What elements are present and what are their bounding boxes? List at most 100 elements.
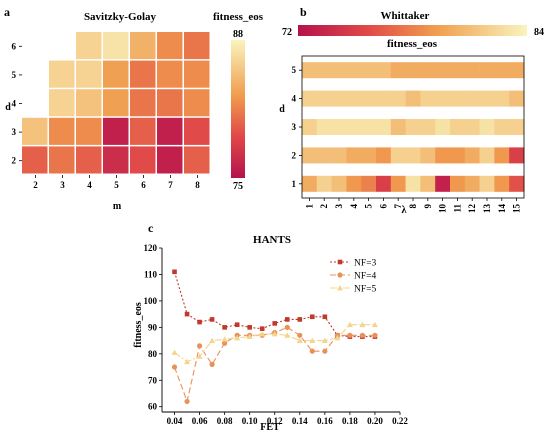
a-xtick-label: 7 bbox=[168, 180, 173, 190]
a-ytick-label: 4 bbox=[12, 99, 17, 109]
cell-b-d5-l10 bbox=[435, 62, 451, 79]
cell-a-d2-m6 bbox=[130, 146, 156, 174]
c-point-NF=5 bbox=[359, 321, 366, 328]
cell-a-d3-m2 bbox=[22, 117, 48, 145]
cell-b-d3-l3 bbox=[331, 119, 347, 135]
panel-a-title: Savitzky-Golay bbox=[84, 11, 157, 23]
c-legend-marker-NF=5 bbox=[337, 285, 343, 291]
panel-a-cells bbox=[22, 32, 210, 174]
cell-b-d2-l12 bbox=[464, 147, 480, 164]
cell-b-d2-l6 bbox=[376, 147, 392, 164]
cell-b-d5-l6 bbox=[376, 62, 392, 79]
a-xtick-label: 5 bbox=[114, 180, 119, 190]
c-point-NF=5 bbox=[246, 333, 253, 340]
cell-b-d2-l10 bbox=[435, 147, 451, 164]
c-series-line-NF=5 bbox=[174, 324, 375, 363]
cell-a-d6-m8 bbox=[184, 32, 210, 60]
c-point-NF=5 bbox=[334, 334, 341, 341]
cell-b-d1-l6 bbox=[376, 175, 392, 192]
panel-b-xlabel: λ bbox=[402, 205, 407, 216]
b-ytick-label: 4 bbox=[292, 94, 297, 104]
a-ytick-label: 2 bbox=[12, 156, 17, 166]
b-xtick-label: 8 bbox=[408, 204, 418, 209]
cell-b-d5-l2 bbox=[316, 62, 332, 79]
b-xtick-label: 7 bbox=[393, 204, 403, 209]
panel-a-colorbar-label: fitness_eos bbox=[213, 11, 264, 23]
c-point-NF=4 bbox=[171, 364, 178, 370]
cell-b-d5-l5 bbox=[361, 62, 377, 79]
cell-b-d4-l11 bbox=[450, 90, 466, 107]
c-point-NF=5 bbox=[284, 332, 291, 338]
panel-c-ylabel: fitness_eos bbox=[133, 302, 144, 348]
cell-b-d4-l10 bbox=[435, 90, 451, 107]
panel-b-colorbar bbox=[298, 25, 527, 36]
panel-a-xlabel: m bbox=[113, 201, 122, 212]
panel-c-title: HANTS bbox=[253, 234, 291, 246]
cell-b-d2-l14 bbox=[494, 147, 510, 164]
c-point-NF=5 bbox=[371, 321, 378, 328]
cell-a-d3-m3 bbox=[49, 117, 75, 145]
cell-b-d5-l13 bbox=[479, 62, 495, 79]
panel-b-letter: b bbox=[300, 5, 307, 19]
panel-b-cells bbox=[302, 62, 525, 192]
b-xtick-label: 13 bbox=[482, 204, 492, 214]
cell-a-d6-m6 bbox=[130, 32, 156, 60]
cell-a-d3-m5 bbox=[103, 117, 129, 145]
cell-b-d2-l11 bbox=[450, 147, 466, 164]
cell-b-d2-l13 bbox=[479, 147, 495, 164]
b-xtick-label: 11 bbox=[452, 204, 462, 213]
panel-c-hants: c HANTS 0.04 0.06 0.08 0.10 0.12 0.14 0.16 0.18… bbox=[133, 221, 408, 433]
c-point-NF=3 bbox=[259, 326, 265, 331]
c-point-NF=5 bbox=[259, 330, 266, 337]
cell-a-d6-m4 bbox=[76, 32, 102, 60]
c-ytick-label: 70 bbox=[148, 375, 158, 385]
c-point-NF=5 bbox=[184, 358, 191, 365]
c-xtick-label: 0.22 bbox=[392, 416, 408, 426]
c-point-NF=3 bbox=[297, 317, 303, 322]
panel-a-letter: a bbox=[4, 5, 10, 19]
c-point-NF=4 bbox=[284, 324, 290, 330]
panel-c-xlabel: FET bbox=[260, 422, 280, 433]
cell-a-d2-m2 bbox=[22, 146, 48, 174]
c-point-NF=3 bbox=[184, 311, 190, 317]
c-point-NF=3 bbox=[197, 319, 202, 325]
cell-b-d1-l8 bbox=[405, 175, 421, 192]
c-legend-label-NF=3: NF=3 bbox=[354, 259, 377, 269]
cell-b-d5-l15 bbox=[509, 62, 525, 79]
c-point-NF=4 bbox=[372, 332, 378, 338]
cell-b-d4-l1 bbox=[302, 90, 318, 107]
c-ytick-label: 80 bbox=[148, 349, 158, 359]
cell-a-d2-m4 bbox=[76, 146, 102, 174]
panel-b-ylabel: d bbox=[279, 104, 285, 115]
a-ytick-label: 3 bbox=[12, 127, 17, 137]
a-xtick-label: 6 bbox=[141, 180, 146, 190]
c-point-NF=4 bbox=[359, 332, 366, 338]
cell-b-d5-l9 bbox=[420, 62, 436, 79]
cell-b-d3-l2 bbox=[316, 119, 332, 135]
panel-a-axes: 2 3 4 5 6 7 8 2 3 4 5 6 bbox=[12, 41, 201, 190]
c-point-NF=4 bbox=[322, 348, 328, 354]
c-point-NF=3 bbox=[310, 314, 315, 320]
c-ytick-label: 100 bbox=[144, 296, 158, 306]
c-point-NF=5 bbox=[296, 337, 303, 343]
a-xtick-label: 2 bbox=[33, 180, 38, 190]
c-point-NF=3 bbox=[172, 269, 177, 275]
b-ytick-label: 5 bbox=[292, 65, 297, 75]
cell-a-d4-m4 bbox=[76, 89, 102, 117]
cell-b-d2-l3 bbox=[331, 147, 347, 164]
cell-a-d4-m8 bbox=[184, 89, 210, 117]
cell-b-d3-l4 bbox=[346, 119, 362, 135]
b-ytick-label: 3 bbox=[292, 122, 297, 132]
c-point-NF=4 bbox=[222, 340, 228, 346]
cell-b-d1-l14 bbox=[494, 175, 510, 192]
c-series-line-NF=3 bbox=[173, 271, 375, 338]
cell-a-d5-m4 bbox=[76, 60, 102, 88]
c-point-NF=3 bbox=[247, 325, 252, 330]
c-ytick-label: 60 bbox=[148, 402, 158, 412]
cell-b-d1-l15 bbox=[509, 175, 525, 192]
cell-b-d4-l7 bbox=[390, 90, 406, 107]
b-xtick-label: 4 bbox=[349, 204, 359, 209]
c-xtick-label: 0.14 bbox=[292, 416, 308, 426]
